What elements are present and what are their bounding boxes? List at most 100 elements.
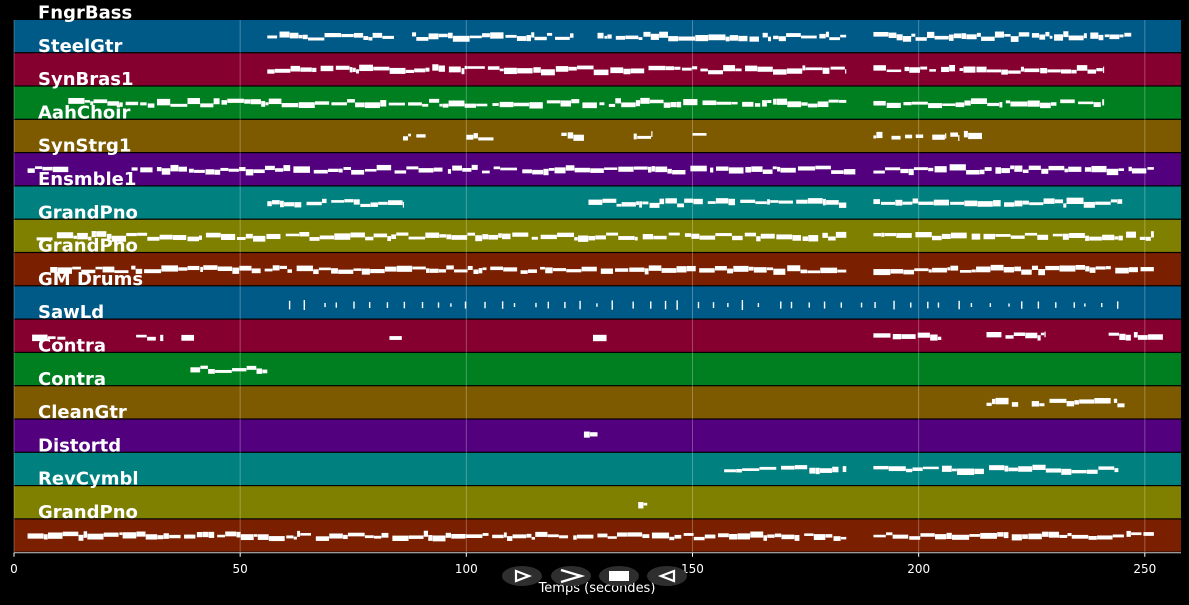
- note: [1049, 398, 1067, 403]
- note: [567, 132, 574, 139]
- next-button[interactable]: [551, 566, 591, 586]
- note: [839, 99, 847, 103]
- note: [140, 167, 153, 173]
- note-blocks: [27, 31, 1163, 542]
- note: [490, 32, 504, 39]
- note: [822, 232, 828, 238]
- note: [773, 268, 786, 275]
- note: [755, 201, 767, 205]
- note: [564, 301, 566, 309]
- note: [571, 99, 580, 104]
- note: [772, 166, 777, 170]
- note: [1112, 534, 1124, 538]
- note: [676, 101, 682, 108]
- note: [900, 168, 909, 174]
- note: [957, 468, 975, 475]
- note: [819, 468, 832, 473]
- note: [969, 534, 980, 537]
- note: [422, 103, 429, 107]
- note: [250, 99, 261, 105]
- axis-title: Temps (secondes): [538, 581, 656, 596]
- note: [368, 37, 373, 41]
- note: [1014, 200, 1023, 207]
- play-forward-button[interactable]: [502, 566, 542, 586]
- note: [937, 302, 940, 308]
- note: [590, 432, 598, 437]
- note: [272, 200, 280, 205]
- note: [467, 265, 473, 271]
- note: [792, 235, 801, 241]
- stop-button[interactable]: [599, 566, 639, 586]
- note: [517, 68, 533, 74]
- note: [1062, 233, 1069, 240]
- note: [950, 201, 965, 205]
- note: [692, 133, 707, 136]
- note: [253, 235, 266, 242]
- note: [1040, 332, 1045, 336]
- note: [959, 270, 972, 273]
- note: [963, 66, 976, 73]
- note: [1042, 531, 1049, 537]
- note: [610, 67, 624, 74]
- note: [338, 168, 343, 173]
- note: [808, 235, 819, 242]
- note: [306, 201, 322, 206]
- note: [773, 69, 787, 75]
- note: [1060, 99, 1075, 104]
- note: [156, 98, 171, 106]
- note: [597, 533, 608, 538]
- note: [677, 203, 684, 208]
- note: [452, 165, 462, 171]
- note: [797, 166, 816, 171]
- note: [574, 167, 590, 173]
- note: [62, 531, 79, 537]
- note: [131, 167, 138, 171]
- note: [615, 98, 621, 104]
- note: [1118, 235, 1123, 241]
- note: [1024, 232, 1038, 236]
- note: [573, 134, 584, 141]
- note: [684, 198, 694, 203]
- note: [341, 33, 354, 38]
- note: [647, 166, 652, 173]
- note: [334, 233, 351, 240]
- note: [1052, 233, 1063, 237]
- note: [372, 32, 383, 38]
- note: [744, 232, 756, 237]
- note: [787, 265, 801, 272]
- note: [450, 303, 452, 307]
- note: [560, 100, 572, 107]
- note: [623, 68, 631, 75]
- note: [611, 300, 613, 310]
- note: [309, 237, 320, 241]
- note: [147, 103, 155, 108]
- note: [1032, 464, 1046, 470]
- track-lane: [14, 119, 1181, 152]
- note: [1117, 403, 1125, 408]
- note: [914, 268, 929, 272]
- note: [246, 365, 257, 370]
- note: [990, 264, 1004, 271]
- note: [106, 233, 112, 239]
- note: [546, 32, 553, 36]
- note: [513, 102, 530, 107]
- note: [1005, 335, 1014, 339]
- play-reverse-button[interactable]: [647, 566, 687, 586]
- note: [467, 66, 485, 69]
- note: [482, 33, 490, 38]
- note: [873, 199, 880, 205]
- note: [396, 265, 413, 272]
- note: [984, 167, 992, 171]
- note: [507, 536, 513, 541]
- note: [941, 465, 952, 472]
- note: [815, 467, 820, 475]
- note: [352, 67, 356, 73]
- note: [389, 336, 402, 340]
- note: [995, 234, 1011, 237]
- note: [343, 166, 351, 170]
- note: [600, 268, 613, 274]
- note: [633, 166, 648, 170]
- note: [68, 98, 85, 104]
- note: [47, 532, 63, 539]
- note: [200, 266, 204, 272]
